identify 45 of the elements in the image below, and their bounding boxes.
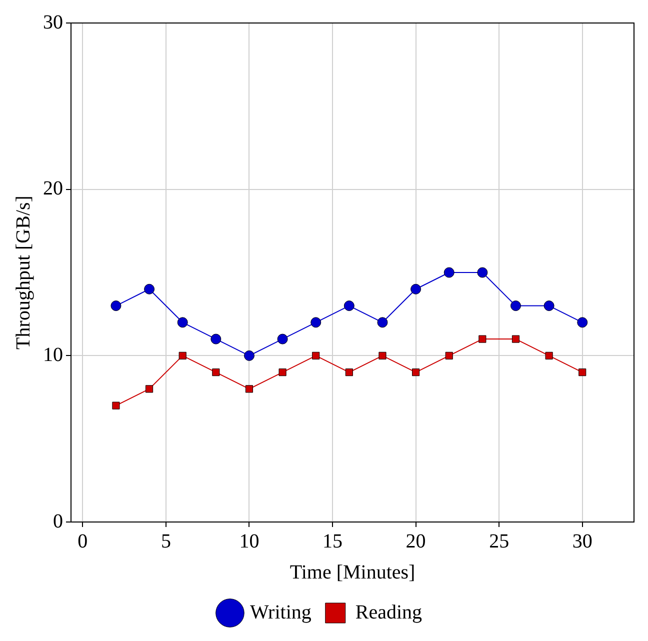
legend-label: Writing: [250, 601, 312, 624]
point: [212, 368, 220, 376]
point: [578, 368, 586, 376]
point: [445, 352, 453, 360]
x-tick-label: 15: [322, 530, 343, 552]
point: [245, 385, 254, 393]
point: [410, 284, 422, 294]
point: [377, 317, 388, 328]
x-tick-label: 5: [160, 530, 171, 552]
y-tick-label: 20: [43, 178, 63, 200]
point: [278, 368, 286, 376]
x-tick-label: 0: [78, 530, 88, 552]
x-tick-label: 20: [406, 530, 426, 552]
point: [110, 300, 122, 312]
y-tick-label: 30: [43, 11, 63, 34]
point: [544, 300, 554, 312]
point: [178, 352, 186, 360]
point: [344, 300, 354, 312]
point: [477, 267, 488, 278]
point: [444, 267, 454, 278]
x-tick-label: 25: [489, 530, 510, 552]
y-tick-label: 0: [53, 510, 63, 532]
point: [510, 300, 521, 312]
point: [412, 368, 420, 376]
point: [478, 335, 486, 343]
point: [177, 317, 188, 328]
x-axis-title: Time [Minutes]: [290, 561, 416, 584]
point: [310, 317, 322, 328]
x-tick-label: 30: [572, 530, 592, 552]
point: [210, 334, 222, 344]
y-tick-label: 10: [43, 344, 63, 366]
point: [144, 284, 155, 294]
point: [345, 368, 353, 376]
point: [378, 352, 386, 360]
point: [277, 334, 288, 344]
point: [146, 385, 154, 393]
legend-label: Reading: [355, 601, 422, 624]
point: [545, 352, 553, 360]
point: [244, 350, 254, 361]
x-tick-label: 10: [239, 530, 260, 552]
point: [577, 317, 588, 328]
point: [112, 402, 120, 410]
y-axis-title: Throughput [GB/s]: [12, 196, 34, 350]
point: [512, 335, 520, 343]
point: [312, 352, 320, 360]
